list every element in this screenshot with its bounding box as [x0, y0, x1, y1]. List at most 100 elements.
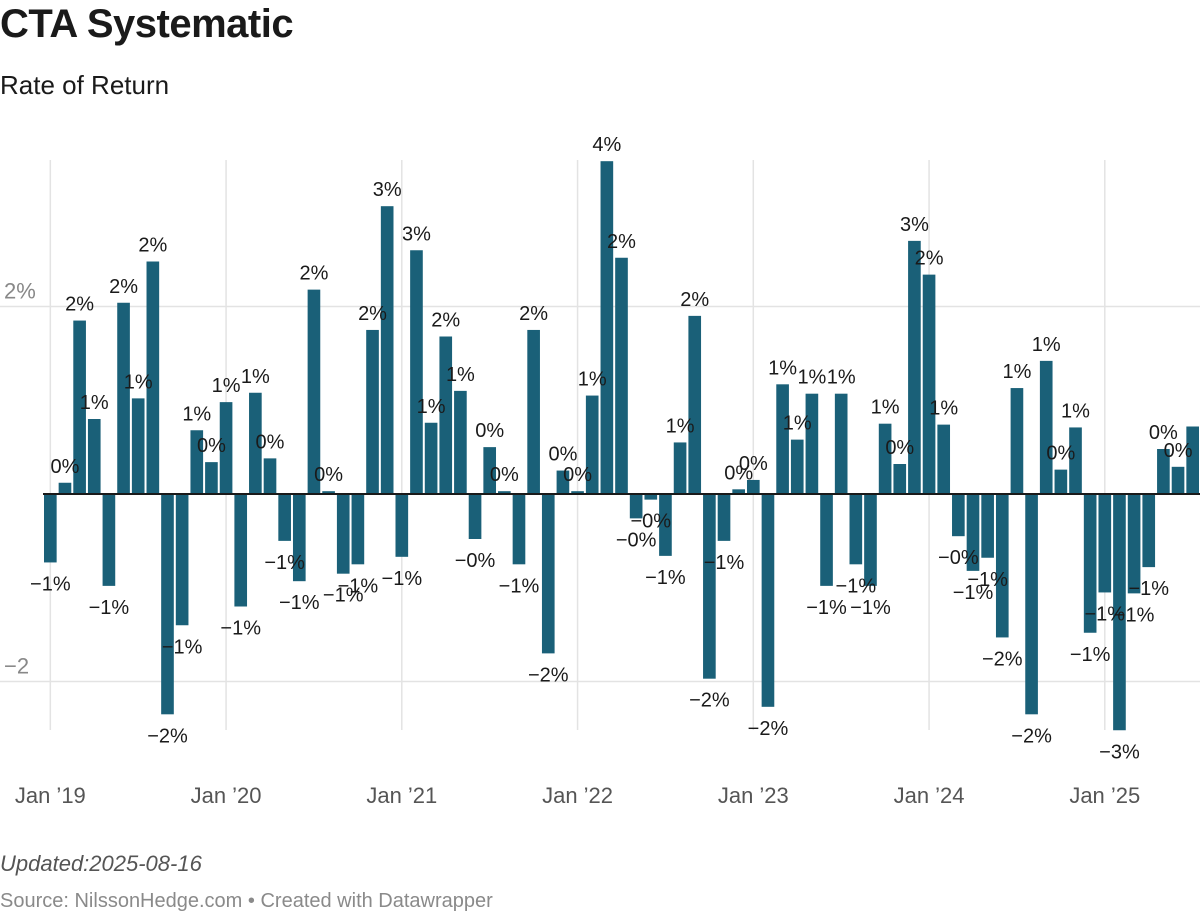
bar-2021-10[interactable] — [527, 329, 540, 494]
bar-2019-09[interactable] — [161, 494, 174, 715]
bar-2022-04[interactable] — [615, 257, 628, 494]
bar-2022-03[interactable] — [600, 161, 614, 494]
bar-2024-05[interactable] — [981, 494, 994, 558]
bar-2022-09[interactable] — [688, 315, 702, 494]
bar-chart: −1% 0% 2% 1% −1% 2% 1% 2% −2% −1% 1% 0% 1% −1% 1% 0% −1%… — [0, 134, 1200, 808]
bar-2019-12[interactable] — [205, 462, 218, 494]
bar-2022-10[interactable] — [703, 494, 716, 679]
bar-2022-08[interactable] — [673, 442, 687, 494]
data-label-2020-01: 1% — [212, 375, 241, 397]
bar-2023-01[interactable] — [746, 479, 760, 494]
bar-2024-04[interactable] — [966, 494, 980, 571]
bar-2024-08[interactable] — [1025, 494, 1038, 715]
bar-2020-01[interactable] — [219, 402, 233, 494]
bar-2021-03[interactable] — [424, 422, 438, 494]
data-label-2020-07: 2% — [299, 263, 328, 285]
bar-2021-12[interactable] — [556, 470, 570, 494]
bar-2020-11[interactable] — [366, 329, 379, 494]
bar-2019-07[interactable] — [131, 398, 145, 494]
bar-2022-06[interactable] — [644, 494, 658, 500]
bar-2021-07[interactable] — [483, 447, 497, 494]
data-label-2019-11: 1% — [182, 403, 211, 425]
data-label-2025-06: 0% — [1164, 440, 1193, 462]
bar-2019-06[interactable] — [117, 302, 130, 494]
bar-2021-01[interactable] — [395, 494, 409, 557]
bar-2019-02[interactable] — [58, 482, 72, 494]
data-labels: −1% 0% 2% 1% −1% 2% 1% 2% −2% −1% 1% 0% 1% −1% 1% 0% −1%… — [30, 134, 1193, 763]
bar-2019-11[interactable] — [190, 430, 204, 494]
bar-2022-05[interactable] — [629, 494, 643, 519]
bar-2023-08[interactable] — [849, 494, 863, 565]
bar-2025-07[interactable] — [1186, 426, 1199, 495]
bar-2024-09[interactable] — [1039, 360, 1053, 494]
bar-2020-03[interactable] — [249, 392, 262, 494]
data-label-2023-12: 3% — [900, 214, 929, 236]
bar-2024-02[interactable] — [937, 424, 951, 494]
bar-2021-09[interactable] — [512, 494, 526, 565]
bar-2021-11[interactable] — [541, 494, 555, 654]
bar-2025-03[interactable] — [1127, 494, 1141, 594]
bar-2022-11[interactable] — [717, 494, 731, 541]
bar-2023-09[interactable] — [864, 494, 877, 586]
bar-2022-07[interactable] — [659, 494, 672, 556]
bar-2020-08[interactable] — [322, 491, 335, 494]
source-link[interactable]: NilssonHedge.com — [74, 890, 243, 912]
data-label-2021-03: 1% — [417, 396, 446, 418]
bar-2023-07[interactable] — [834, 393, 848, 494]
bar-2019-01[interactable] — [44, 494, 57, 563]
bar-2025-05[interactable] — [1157, 449, 1170, 494]
bar-2023-12[interactable] — [908, 240, 921, 494]
bar-2024-06[interactable] — [995, 494, 1009, 638]
bar-2022-02[interactable] — [585, 395, 599, 494]
bar-2020-02[interactable] — [234, 494, 248, 607]
bar-2021-06[interactable] — [468, 494, 482, 539]
bar-2023-05[interactable] — [805, 393, 819, 494]
bar-2025-02[interactable] — [1113, 494, 1126, 731]
data-label-2023-11: 0% — [885, 437, 914, 459]
x-tick-label: Jan ’21 — [366, 783, 437, 808]
data-label-2021-09: −1% — [499, 575, 540, 597]
bar-2022-01[interactable] — [571, 491, 584, 494]
bar-2023-11[interactable] — [893, 464, 907, 494]
bar-2022-12[interactable] — [732, 489, 745, 494]
bar-2023-03[interactable] — [776, 384, 789, 494]
data-label-2024-07: 1% — [1002, 361, 1031, 383]
bar-2021-02[interactable] — [410, 250, 423, 494]
bar-2020-07[interactable] — [307, 289, 321, 494]
data-label-2024-12: −1% — [1070, 644, 1111, 666]
bar-2020-06[interactable] — [292, 494, 306, 582]
bar-2024-01[interactable] — [922, 274, 936, 494]
bar-2020-10[interactable] — [351, 494, 365, 565]
bar-2025-01[interactable] — [1098, 494, 1112, 593]
bar-2023-02[interactable] — [761, 494, 775, 707]
bar-2024-12[interactable] — [1083, 494, 1097, 633]
bar-2021-05[interactable] — [454, 390, 467, 494]
bar-2020-09[interactable] — [336, 494, 350, 574]
bar-2023-10[interactable] — [878, 423, 892, 494]
data-label-2023-10: 1% — [871, 397, 900, 419]
data-label-2022-01: 0% — [563, 464, 592, 486]
bar-2021-08[interactable] — [498, 491, 511, 494]
bar-2023-04[interactable] — [790, 439, 804, 494]
bar-2019-10[interactable] — [175, 494, 189, 626]
bar-2024-03[interactable] — [952, 494, 965, 537]
bar-2019-05[interactable] — [102, 494, 116, 586]
bar-2024-11[interactable] — [1069, 427, 1082, 494]
bar-2025-04[interactable] — [1142, 494, 1156, 568]
bar-2019-08[interactable] — [146, 261, 160, 495]
created-with-link[interactable]: Created with Datawrapper — [260, 890, 493, 912]
updated-date: Updated:2025-08-16 — [0, 851, 202, 876]
data-label-2024-03: −0% — [938, 547, 979, 569]
bar-2024-10[interactable] — [1054, 469, 1068, 494]
bar-2025-06[interactable] — [1171, 466, 1185, 494]
data-label-2021-02: 3% — [402, 223, 431, 245]
bar-2024-07[interactable] — [1010, 388, 1024, 494]
bar-2020-12[interactable] — [380, 206, 394, 494]
data-label-2020-11: 2% — [358, 303, 387, 325]
bar-2021-04[interactable] — [439, 336, 453, 495]
bar-2023-06[interactable] — [820, 494, 833, 586]
bar-2020-04[interactable] — [263, 458, 277, 494]
bar-2020-05[interactable] — [278, 494, 291, 541]
bar-2019-04[interactable] — [87, 419, 101, 494]
bar-2019-03[interactable] — [73, 320, 86, 494]
